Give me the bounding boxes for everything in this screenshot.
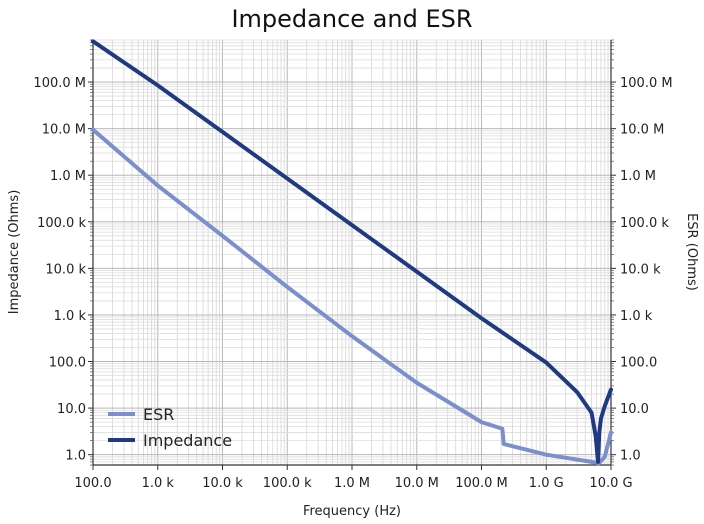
x-tick-label: 1.0 M <box>334 476 370 491</box>
y-tick-label-right: 100.0 k <box>620 216 669 231</box>
y-tick-label-right: 10.0 k <box>620 262 661 277</box>
y-tick-label-left: 10.0 k <box>45 262 86 277</box>
y-axis-title-left: Impedance (Ohms) <box>7 190 22 315</box>
legend: ESR Impedance <box>108 405 232 450</box>
y-tick-label-right: 100.0 <box>620 356 657 371</box>
y-tick-label-right: 1.0 <box>620 449 641 464</box>
grid-layer <box>92 39 611 466</box>
x-tick-label: 100.0 M <box>455 476 508 491</box>
y-tick-label-right: 1.0 k <box>620 309 653 324</box>
x-axis-title: Frequency (Hz) <box>303 504 401 519</box>
x-tick-label: 1.0 G <box>529 476 564 491</box>
bottom-axis: 100.0 1.0 k 10.0 k 100.0 k 1.0 M 10.0 M 100.0 … <box>74 464 633 491</box>
y-tick-label-left: 1.0 M <box>50 169 86 184</box>
y-tick-label-left: 10.0 M <box>42 123 86 138</box>
series-line-impedance <box>91 39 613 464</box>
right-axis: 1.0 10.0 100.0 1.0 k 10.0 k 100.0 k 1.0 M 10.0 … <box>610 39 673 466</box>
y-axis-title-right: ESR (Ohms) <box>684 213 699 291</box>
x-tick-label: 10.0 G <box>589 476 632 491</box>
chart-title: Impedance and ESR <box>231 5 472 33</box>
x-tick-label: 1.0 k <box>142 476 175 491</box>
y-tick-label-left: 100.0 M <box>33 76 86 91</box>
y-tick-label-right: 1.0 M <box>620 169 656 184</box>
y-tick-label-left: 1.0 k <box>54 309 87 324</box>
y-tick-label-right: 10.0 <box>620 402 649 417</box>
y-tick-label-right: 100.0 M <box>620 76 673 91</box>
x-tick-label: 10.0 k <box>202 476 243 491</box>
legend-esr-label: ESR <box>143 405 174 424</box>
x-tick-label: 100.0 <box>74 476 111 491</box>
y-tick-label-left: 100.0 <box>49 356 86 371</box>
y-tick-label-left: 10.0 <box>57 402 86 417</box>
x-tick-label: 10.0 M <box>395 476 439 491</box>
left-axis: 1.0 10.0 100.0 1.0 k 10.0 k 100.0 k 1.0 M 10.0 … <box>33 39 94 466</box>
legend-impedance-label: Impedance <box>143 431 232 450</box>
y-tick-label-left: 1.0 <box>65 449 86 464</box>
series-layer <box>91 39 613 466</box>
x-tick-label: 100.0 k <box>263 476 312 491</box>
y-tick-label-right: 10.0 M <box>620 123 664 138</box>
y-tick-label-left: 100.0 k <box>37 216 86 231</box>
